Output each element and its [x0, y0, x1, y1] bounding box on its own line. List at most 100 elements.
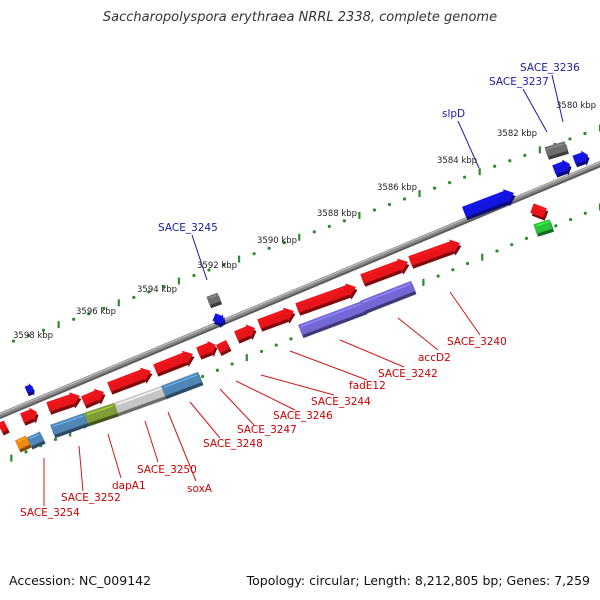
scale-dot: [41, 328, 46, 332]
scale-dot: [432, 186, 437, 190]
gene-leader-line: [78, 445, 84, 492]
scale-dot: [372, 208, 377, 212]
scale-dot: [583, 211, 587, 215]
scale-dot: [132, 295, 136, 299]
feature-body: [257, 307, 294, 329]
feature-shine: [362, 283, 411, 304]
blue-cds-slpD: [462, 189, 516, 221]
feature-body: [46, 392, 80, 412]
green-cds: [533, 219, 554, 237]
scale-tick-label: 3582 kbp: [497, 129, 537, 139]
feature-body: [552, 159, 570, 175]
feature-body: [572, 150, 588, 165]
gene-label: SACE_3240: [447, 336, 507, 348]
feature-body: [26, 431, 45, 447]
scale-dot: [436, 274, 440, 278]
scale-dot: [463, 175, 467, 179]
scale-dot: [327, 224, 331, 228]
blue-cds-2: [572, 150, 590, 168]
gray-cds-lower: [206, 292, 223, 309]
feature-shine: [300, 303, 362, 328]
scale-dot: [387, 202, 392, 207]
gene-label: SACE_3246: [273, 410, 333, 422]
red-cds-small: [215, 339, 232, 357]
scale-tick-label: 3586 kbp: [377, 183, 417, 193]
steel-feature-3: [26, 431, 46, 450]
scale-tick-label: 3596 kbp: [76, 307, 116, 317]
red-cds-upper: [530, 203, 549, 221]
feature-body: [50, 412, 88, 436]
gene-label: fadE12: [349, 380, 386, 392]
steel-feature-2: [161, 371, 204, 400]
map-title: Saccharopolyspora erythraea NRRL 2338, c…: [102, 10, 498, 25]
scale-dot: [201, 374, 205, 379]
red-cds-2: [360, 258, 410, 287]
gene-label: SACE_3248: [203, 438, 263, 450]
gene-leader-line: [189, 401, 221, 439]
scale-dot: [508, 159, 512, 163]
feature-shine: [17, 437, 26, 443]
scale-dot: [524, 236, 529, 240]
feature-body: [295, 283, 356, 313]
gene-leader-line: [457, 120, 480, 169]
scale-dot: [147, 290, 151, 294]
feature-shine: [0, 422, 4, 426]
feature-shine: [109, 371, 140, 385]
scale-dot: [568, 137, 572, 141]
scale-dot: [162, 284, 166, 289]
feature-shine: [48, 396, 69, 405]
gene-leader-line: [219, 388, 255, 426]
feature-body: [544, 141, 568, 157]
gene-leader-line: [235, 380, 296, 411]
blue-cds-1: [552, 159, 572, 178]
purple-feature-1: [298, 300, 368, 339]
scale-tick-label: 3592 kbp: [197, 261, 237, 271]
feature-body: [14, 435, 31, 450]
scale-dot: [230, 362, 234, 366]
scale-tick-label: 3594 kbp: [137, 285, 177, 295]
gene-leader-line: [260, 374, 335, 396]
blue-cds-tiny: [24, 382, 35, 397]
scale-dot: [342, 219, 346, 223]
gene-label: accD2: [418, 352, 451, 364]
feature-body: [408, 239, 460, 266]
feature-body: [360, 258, 408, 284]
scale-dot: [495, 249, 499, 253]
gene-leader-line: [522, 88, 548, 133]
orange-cds: [14, 435, 32, 453]
scale-dot: [259, 349, 264, 354]
feature-shine: [535, 221, 549, 227]
feature-body: [298, 300, 366, 336]
gene-leader-line: [551, 74, 564, 123]
feature-body: [20, 407, 37, 423]
feature-body: [81, 388, 104, 406]
scale-dot: [87, 312, 91, 316]
scale-dot: [282, 241, 286, 245]
scale-dot: [24, 450, 28, 454]
olive-feature: [84, 402, 120, 427]
feature-shine: [52, 415, 84, 428]
gene-label: SACE_3247: [237, 424, 297, 436]
scale-dot: [207, 268, 211, 272]
scale-dot: [222, 262, 226, 267]
red-cds-7: [153, 350, 195, 377]
feature-body: [359, 280, 416, 312]
feature-shine: [116, 387, 164, 406]
feature-shine: [29, 433, 40, 440]
scale-dot: [11, 339, 16, 343]
gene-label: SACE_3237: [489, 76, 549, 88]
scale-dot: [568, 217, 573, 222]
purple-feature-2: [359, 280, 417, 315]
red-cds-8: [107, 367, 153, 395]
scale-dot: [554, 224, 558, 228]
feature-shine: [22, 411, 30, 416]
feature-shine: [546, 143, 564, 150]
feature-shine: [259, 311, 283, 322]
feature-shine: [236, 328, 246, 334]
feature-body: [234, 324, 255, 341]
feature-shine: [208, 294, 217, 299]
feature-body: [107, 367, 151, 392]
gene-label: SACE_3236: [520, 62, 580, 74]
gene-leader-line: [397, 317, 439, 351]
gene-leader-line: [449, 291, 481, 336]
